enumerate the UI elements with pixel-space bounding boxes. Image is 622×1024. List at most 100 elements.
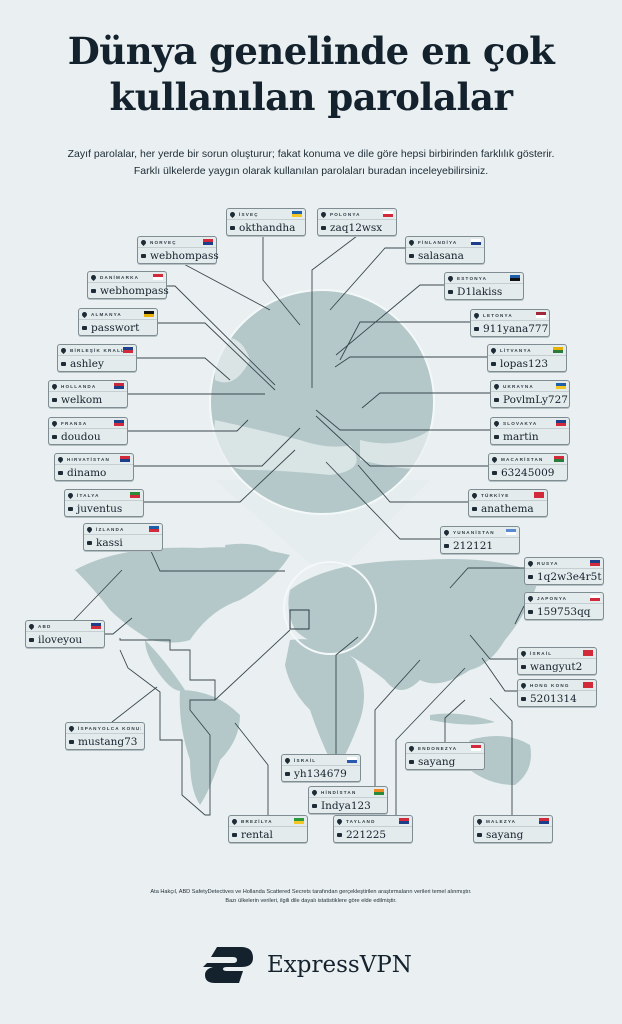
- location-pin-icon: [310, 788, 319, 796]
- lock-icon: [409, 760, 414, 764]
- location-pin-icon: [228, 210, 237, 218]
- flag-icon: [292, 211, 302, 217]
- password-card: HIRVATİSTAN dinamo: [54, 453, 134, 481]
- password-card: FRANSA doudou: [48, 417, 128, 445]
- country-name: ESTONYA: [457, 275, 488, 281]
- eurasia: [288, 559, 540, 690]
- password-card: FİNLANDİYA salasana: [405, 236, 485, 264]
- location-pin-icon: [139, 238, 148, 246]
- lock-icon: [232, 833, 237, 837]
- flag-icon: [590, 560, 600, 566]
- country-name: TAYLAND: [346, 818, 376, 824]
- flag-icon: [506, 529, 516, 535]
- password-card: ABD iloveyou: [25, 620, 105, 648]
- flag-icon: [471, 745, 481, 751]
- password-card: İSVEÇ okthandha: [226, 208, 306, 236]
- flag-icon: [120, 456, 130, 462]
- lock-icon: [409, 254, 414, 258]
- lock-icon: [312, 804, 317, 808]
- country-name: İZLANDA: [96, 526, 125, 532]
- lock-icon: [528, 575, 533, 579]
- location-pin-icon: [442, 528, 451, 536]
- password: welkom: [61, 394, 103, 406]
- country-name: HİNDİSTAN: [321, 789, 357, 795]
- password: 159753qq: [537, 606, 591, 618]
- password: 5201314: [530, 693, 577, 705]
- country-name: İSVEÇ: [239, 211, 259, 217]
- lock-icon: [68, 507, 73, 511]
- password-card: YUNANİSTAN 212121: [440, 526, 520, 554]
- country-name: MALEZYA: [486, 818, 517, 824]
- country-name: NORVEÇ: [150, 239, 177, 245]
- country-name: YUNANİSTAN: [453, 529, 495, 535]
- greenland: [225, 543, 275, 578]
- lock-icon: [337, 833, 342, 837]
- country-name: İSRAİL: [530, 650, 553, 656]
- password: webhompass: [100, 285, 169, 297]
- location-pin-icon: [519, 649, 528, 657]
- flag-icon: [144, 311, 154, 317]
- country-name: DANİMARKA: [100, 274, 140, 280]
- password-card: BREZİLYA rental: [228, 815, 308, 843]
- location-pin-icon: [490, 455, 499, 463]
- flag-icon: [534, 492, 544, 498]
- lock-icon: [91, 289, 96, 293]
- location-pin-icon: [526, 559, 535, 567]
- password-card: MACARİSTAN 63245009: [488, 453, 568, 481]
- country-name: BİRLEŞİK KRALLIK: [70, 347, 123, 353]
- country-name: İSRAİL: [294, 757, 317, 763]
- lock-icon: [492, 471, 497, 475]
- password-card: DANİMARKA webhompass: [87, 271, 169, 299]
- password: mustang73: [78, 736, 138, 748]
- lock-icon: [29, 638, 34, 642]
- country-name: İSPANYOLCA KONUŞAN BÖLGELER: [78, 725, 141, 731]
- lock-icon: [82, 326, 87, 330]
- country-name: HOLLANDA: [61, 383, 97, 389]
- flag-icon: [347, 757, 357, 763]
- africa: [285, 639, 364, 770]
- location-pin-icon: [407, 238, 416, 246]
- password: 1q2w3e4r5t: [537, 571, 602, 583]
- expressvpn-logo: ExpressVPN: [203, 945, 412, 985]
- flag-icon: [123, 347, 133, 353]
- country-name: TÜRKİYE: [481, 492, 510, 498]
- lock-icon: [521, 697, 526, 701]
- password-card: ALMANYA passwort: [78, 308, 158, 336]
- country-name: BREZİLYA: [241, 818, 273, 824]
- lock-icon: [321, 226, 326, 230]
- flag-icon: [399, 818, 409, 824]
- location-pin-icon: [492, 419, 501, 427]
- password: 221225: [346, 829, 387, 841]
- password-card: İSRAİL wangyut2: [517, 647, 597, 675]
- password-card: LİTVANYA lopas123: [487, 344, 567, 372]
- lock-icon: [472, 507, 477, 511]
- country-name: HONG KONG: [530, 682, 570, 688]
- expressvpn-logo-icon: [203, 947, 253, 983]
- password-card: NORVEÇ webhompass: [137, 236, 219, 264]
- password-card: BİRLEŞİK KRALLIK ashley: [57, 344, 137, 372]
- password-card: UKRAYNA PovlmLy727: [490, 380, 570, 408]
- password: anathema: [481, 503, 534, 515]
- password: wangyut2: [530, 661, 583, 673]
- location-pin-icon: [526, 594, 535, 602]
- flag-icon: [130, 492, 140, 498]
- lock-icon: [494, 398, 499, 402]
- password: passwort: [91, 322, 140, 334]
- location-pin-icon: [59, 346, 68, 354]
- location-pin-icon: [472, 311, 481, 319]
- europe-highlight: [283, 561, 377, 655]
- password-card: SLOVAKYA martin: [490, 417, 570, 445]
- lock-icon: [69, 740, 74, 744]
- password: 63245009: [501, 467, 555, 479]
- password-card: HONG KONG 5201314: [517, 679, 597, 707]
- password-card: RUSYA 1q2w3e4r5t: [524, 557, 604, 585]
- flag-icon: [553, 347, 563, 353]
- flag-icon: [149, 526, 159, 532]
- lock-icon: [52, 398, 57, 402]
- lock-icon: [61, 362, 66, 366]
- location-pin-icon: [319, 210, 328, 218]
- flag-icon: [374, 789, 384, 795]
- country-name: FRANSA: [61, 420, 88, 426]
- lock-icon: [52, 435, 57, 439]
- lock-icon: [521, 665, 526, 669]
